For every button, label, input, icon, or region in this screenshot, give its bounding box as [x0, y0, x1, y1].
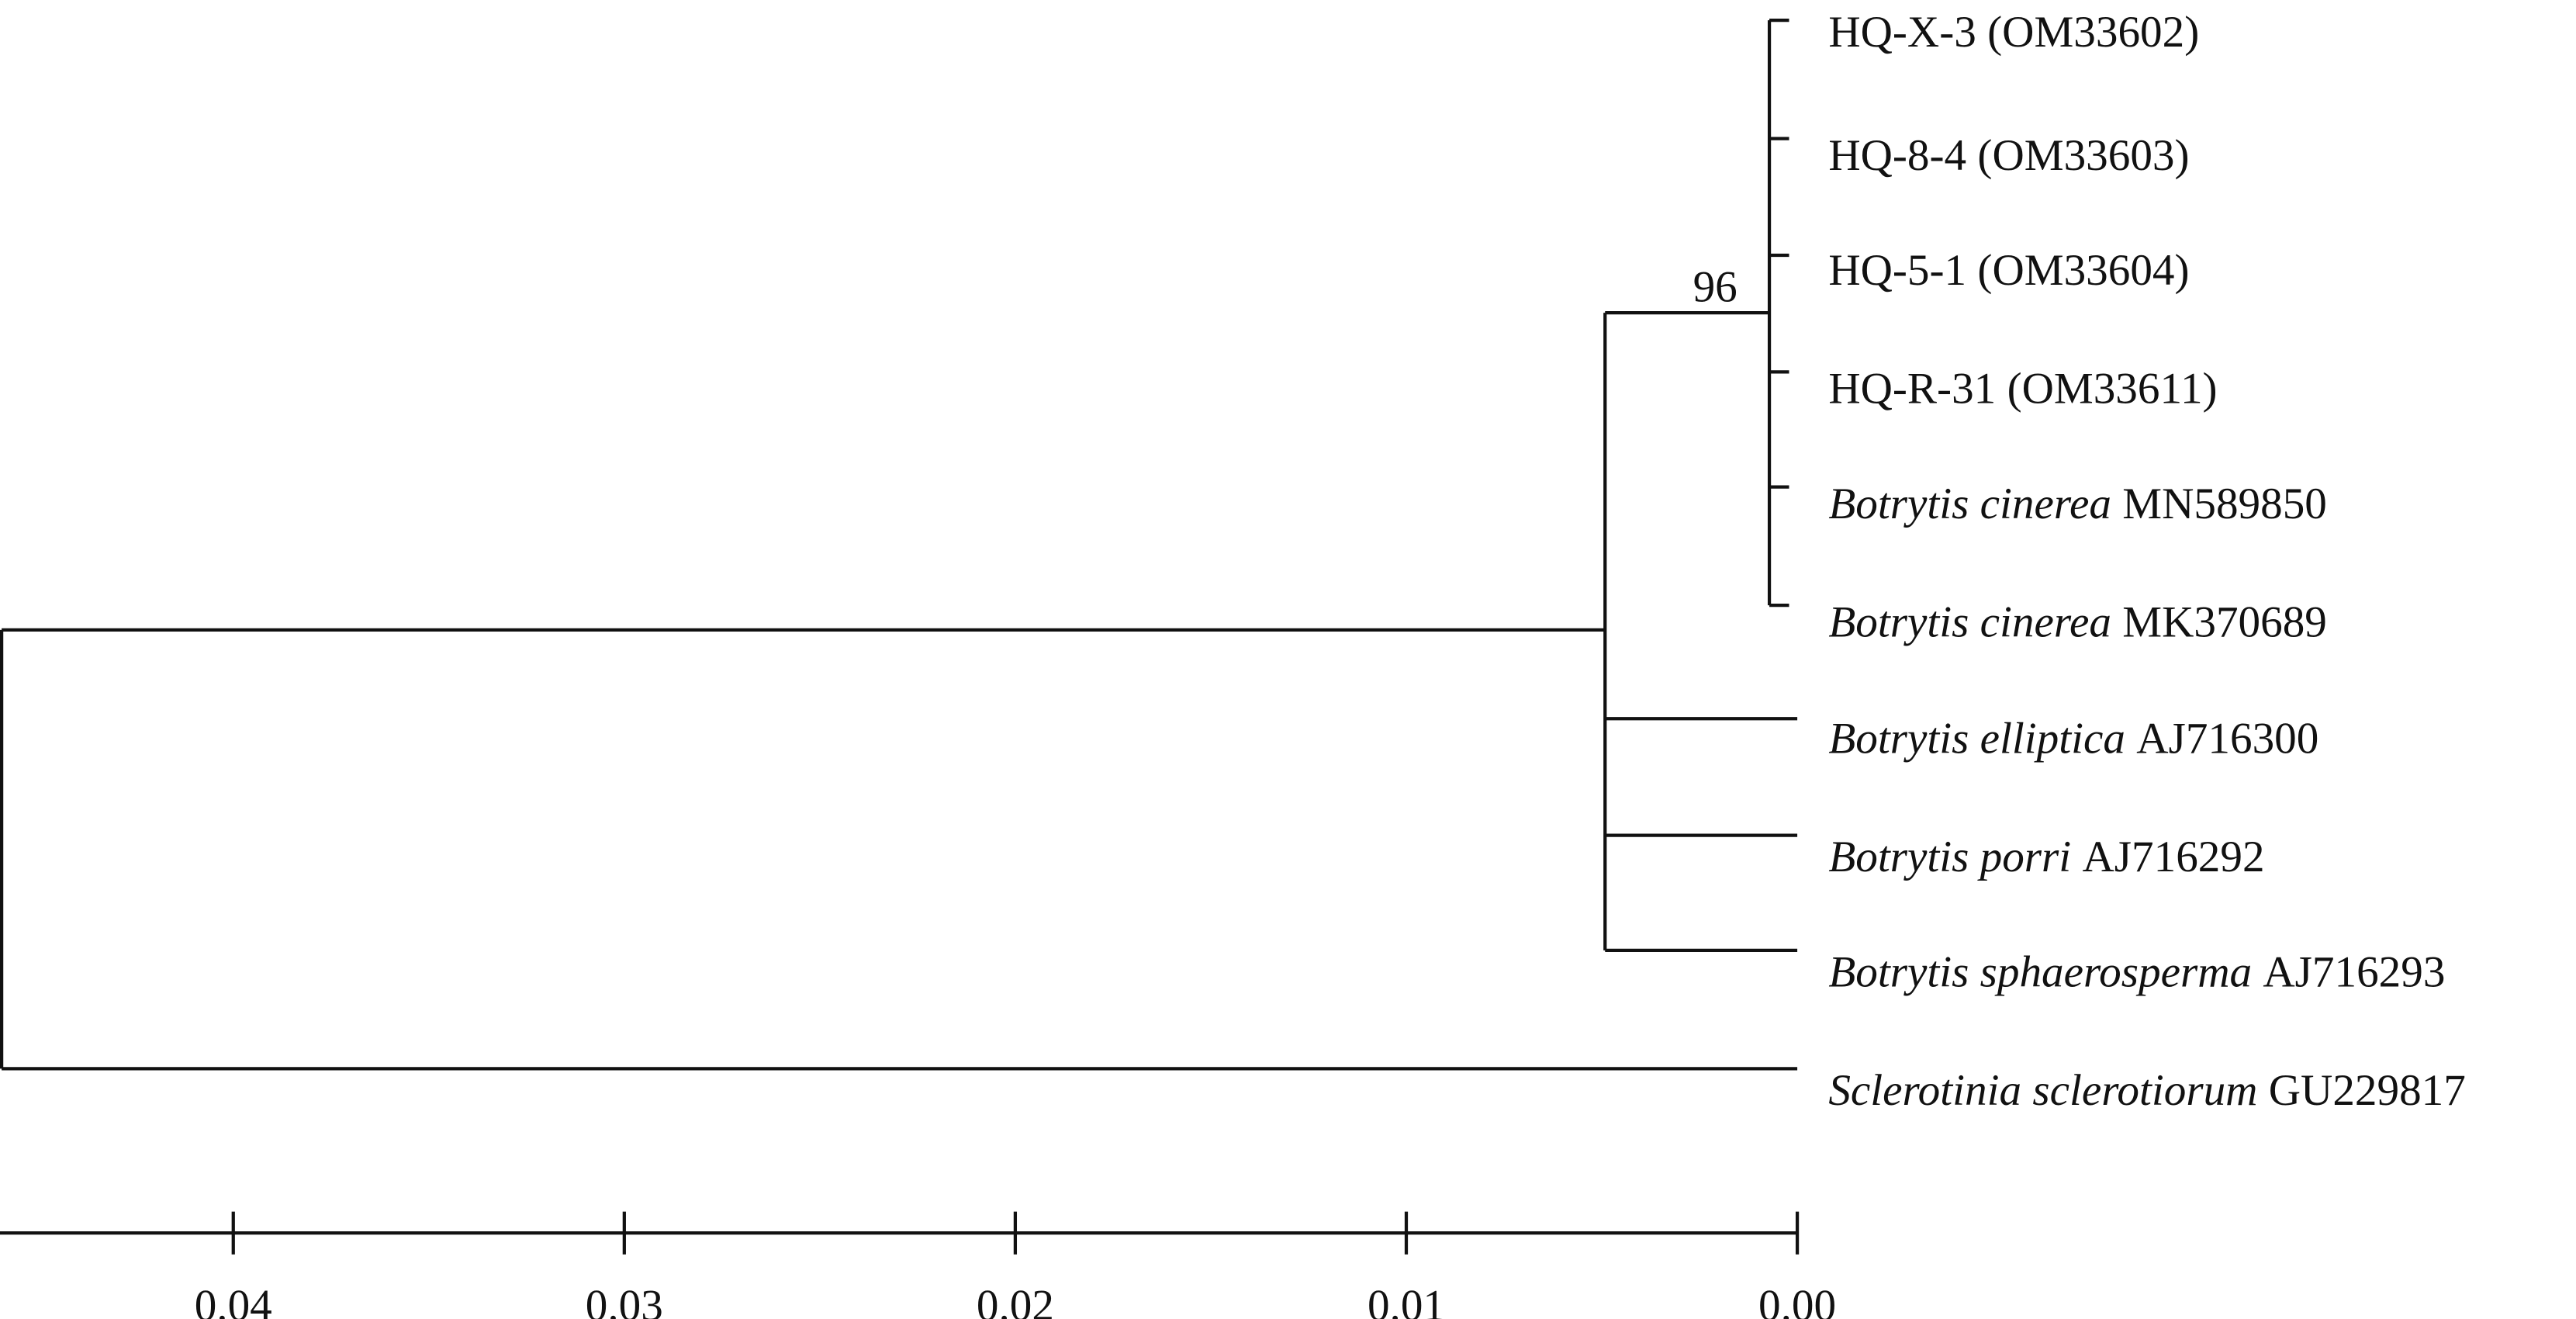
axis-tick-label: 0.00 — [1758, 1281, 1836, 1319]
accession: HQ-8-4 (OM33603) — [1828, 131, 2189, 180]
axis-tick-label: 0.02 — [977, 1281, 1054, 1319]
accession: GU229817 — [2269, 1066, 2466, 1115]
species-name: Botrytis elliptica — [1828, 715, 2125, 763]
species-name: Sclerotinia sclerotiorum — [1828, 1066, 2257, 1115]
species-name: Botrytis porri — [1828, 833, 2071, 881]
leaf-label: HQ-8-4 (OM33603) — [1828, 131, 2189, 180]
axis-tick-label: 0.04 — [195, 1281, 272, 1319]
leaf-label: Botrytis porri AJ716292 — [1828, 833, 2264, 881]
species-name: Botrytis cinerea — [1828, 479, 2111, 528]
accession: HQ-R-31 (OM33611) — [1828, 365, 2217, 414]
leaf-label: HQ-5-1 (OM33604) — [1828, 246, 2189, 295]
accession: HQ-5-1 (OM33604) — [1828, 246, 2189, 295]
leaf-label: Botrytis elliptica AJ716300 — [1828, 715, 2318, 763]
species-name: Botrytis cinerea — [1828, 597, 2111, 646]
leaf-label: Botrytis cinerea MN589850 — [1828, 479, 2327, 528]
leaf-label: Botrytis cinerea MK370689 — [1828, 597, 2327, 646]
leaf-label: Sclerotinia sclerotiorum GU229817 — [1828, 1066, 2466, 1115]
accession: AJ716292 — [2083, 833, 2265, 881]
accession: MK370689 — [2122, 597, 2327, 646]
accession: AJ716300 — [2136, 715, 2318, 763]
branches — [0, 18, 1798, 1071]
leaf-label: HQ-X-3 (OM33602) — [1828, 8, 2199, 57]
accession: HQ-X-3 (OM33602) — [1828, 8, 2199, 57]
axis-tick-label: 0.01 — [1368, 1281, 1445, 1319]
bootstrap-value: 96 — [1693, 262, 1738, 311]
leaf-label: Botrytis sphaerosperma AJ716293 — [1828, 947, 2445, 996]
accession: AJ716293 — [2263, 947, 2445, 996]
axis-tick-label: 0.03 — [586, 1281, 663, 1319]
leaf-label: HQ-R-31 (OM33611) — [1828, 365, 2217, 414]
accession: MN589850 — [2122, 479, 2327, 528]
species-name: Botrytis sphaerosperma — [1828, 947, 2252, 996]
